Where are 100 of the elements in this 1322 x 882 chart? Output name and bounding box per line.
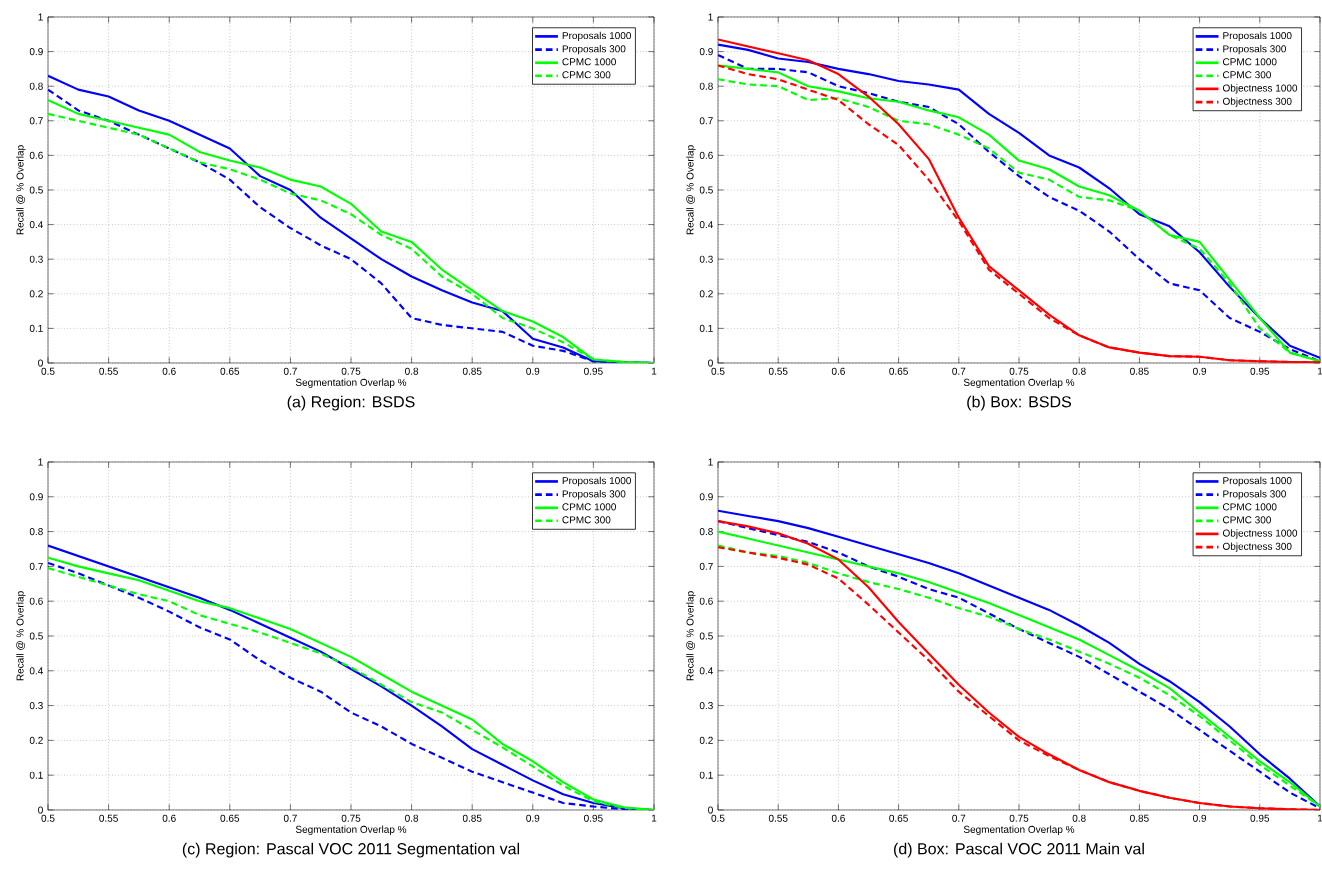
y-tick-label: 0.2 bbox=[29, 736, 43, 744]
text: (d) Box: Pascal VOC 2011 Main val bbox=[894, 842, 1144, 858]
legend-label: CPMC 1000 bbox=[1222, 58, 1277, 66]
y-axis-title: Recall @ % Overlap bbox=[686, 591, 696, 681]
y-tick-label: 0.8 bbox=[699, 82, 713, 90]
y-axis-title: Recall @ % Overlap bbox=[16, 591, 26, 681]
x-tick-label: 0.7 bbox=[952, 367, 966, 375]
y-tick-label: 0.5 bbox=[699, 632, 713, 640]
legend-label: CPMC 300 bbox=[1222, 71, 1271, 79]
x-tick-label: 0.9 bbox=[1193, 367, 1207, 375]
x-tick-label: 0.85 bbox=[462, 367, 482, 375]
y-tick-label: 0.6 bbox=[29, 597, 43, 605]
y-tick-label: 0.2 bbox=[699, 290, 713, 298]
x-tick-label: 0.55 bbox=[99, 367, 118, 375]
x-axis-title: Segmentation Overlap % bbox=[963, 378, 1075, 388]
legend-label: Proposals 1000 bbox=[1223, 31, 1292, 42]
y-tick-label: 0.7 bbox=[29, 117, 43, 125]
x-tick-label: 1 bbox=[1317, 814, 1322, 822]
y-tick-label: 0.3 bbox=[29, 702, 43, 710]
x-tick-label: 0.95 bbox=[1250, 814, 1270, 822]
x-tick-label: 0.7 bbox=[283, 367, 297, 375]
y-tick-label: 0.3 bbox=[699, 702, 713, 710]
y-tick-label: 0 bbox=[38, 359, 43, 367]
y-tick-label: 0.3 bbox=[699, 255, 713, 263]
legend-label: Proposals 300 bbox=[562, 45, 626, 55]
y-tick-label: 0.5 bbox=[699, 186, 713, 194]
x-tick-label: 0.7 bbox=[952, 814, 966, 822]
x-tick-label: 0.6 bbox=[831, 367, 845, 375]
legend-label: Objectness 300 bbox=[1222, 97, 1292, 107]
x-tick-label: 0.55 bbox=[768, 367, 788, 375]
y-tick-label: 0.8 bbox=[29, 528, 43, 536]
y-tick-label: 0.4 bbox=[29, 221, 44, 229]
legend-label: Proposals 1000 bbox=[562, 476, 631, 487]
y-axis-title: Recall @ % Overlap bbox=[686, 145, 696, 235]
y-tick-label: 0.9 bbox=[29, 493, 43, 501]
legend-label: Proposals 300 bbox=[1223, 45, 1287, 55]
x-tick-label: 0.8 bbox=[405, 367, 419, 375]
x-axis-title: Segmentation Overlap % bbox=[295, 825, 407, 835]
x-tick-label: 0.65 bbox=[889, 814, 908, 822]
x-tick-label: 0.75 bbox=[341, 814, 361, 822]
x-tick-label: 0.6 bbox=[162, 367, 176, 375]
y-tick-label: 0 bbox=[38, 806, 43, 814]
x-tick-label: 0.85 bbox=[462, 814, 482, 822]
y-tick-label: 1 bbox=[38, 458, 43, 466]
y-tick-label: 0.7 bbox=[699, 117, 713, 125]
x-tick-label: 0.75 bbox=[1009, 367, 1029, 375]
x-axis-title: Segmentation Overlap % bbox=[963, 825, 1075, 835]
text: (c) Region: Pascal VOC 2011 Segmentation val bbox=[182, 842, 520, 858]
legend-label: Objectness 1000 bbox=[1222, 84, 1298, 94]
legend-label: CPMC 300 bbox=[1222, 516, 1271, 524]
y-tick-label: 0.6 bbox=[699, 597, 713, 605]
x-tick-label: 0.8 bbox=[1072, 814, 1086, 822]
x-tick-label: 0.65 bbox=[889, 367, 908, 375]
legend-label: CPMC 1000 bbox=[562, 503, 616, 511]
x-tick-label: 0.55 bbox=[768, 814, 788, 822]
y-tick-label: 0.8 bbox=[29, 82, 43, 90]
x-tick-label: 0.6 bbox=[162, 814, 176, 822]
x-tick-label: 0.7 bbox=[283, 814, 297, 822]
x-tick-label: 1 bbox=[651, 814, 657, 822]
y-tick-label: 0.4 bbox=[699, 667, 713, 675]
y-tick-label: 0.1 bbox=[699, 771, 713, 779]
x-tick-label: 0.65 bbox=[220, 367, 240, 375]
y-tick-label: 0.1 bbox=[29, 771, 43, 779]
text: (b) Box: BSDS bbox=[967, 395, 1072, 411]
y-tick-label: 0.9 bbox=[29, 48, 43, 56]
y-tick-label: 0.5 bbox=[29, 632, 43, 640]
x-tick-label: 0.6 bbox=[831, 814, 845, 822]
y-tick-label: 0.1 bbox=[699, 324, 713, 332]
y-tick-label: 0.6 bbox=[29, 151, 43, 159]
legend-label: Objectness 300 bbox=[1222, 542, 1292, 552]
y-tick-label: 0.2 bbox=[699, 736, 713, 744]
y-tick-label: 1 bbox=[708, 458, 713, 466]
y-tick-label: 0.8 bbox=[699, 528, 713, 536]
x-tick-label: 0.95 bbox=[584, 367, 603, 375]
y-tick-label: 0 bbox=[708, 806, 713, 814]
x-tick-label: 0.9 bbox=[526, 814, 540, 822]
x-tick-label: 0.8 bbox=[405, 814, 419, 822]
x-tick-label: 1 bbox=[651, 367, 657, 375]
y-tick-label: 0.7 bbox=[699, 562, 713, 570]
x-tick-label: 0.65 bbox=[220, 814, 240, 822]
x-tick-label: 0.9 bbox=[1193, 814, 1207, 822]
x-tick-label: 0.8 bbox=[1072, 367, 1086, 375]
legend-label: Proposals 1000 bbox=[562, 31, 631, 42]
legend-label: Proposals 1000 bbox=[1223, 476, 1292, 487]
x-tick-label: 0.85 bbox=[1130, 367, 1149, 375]
y-tick-label: 0.9 bbox=[699, 48, 713, 56]
y-tick-label: 0.4 bbox=[29, 667, 44, 675]
x-axis-title: Segmentation Overlap % bbox=[295, 378, 407, 388]
x-tick-label: 1 bbox=[1317, 367, 1322, 375]
legend-label: CPMC 1000 bbox=[1222, 503, 1277, 511]
y-axis-title: Recall @ % Overlap bbox=[16, 145, 26, 235]
text: (a) Region: BSDS bbox=[287, 395, 415, 411]
legend-label: Proposals 300 bbox=[562, 490, 626, 500]
y-tick-label: 0.6 bbox=[699, 151, 713, 159]
x-tick-label: 0.85 bbox=[1130, 814, 1149, 822]
y-tick-label: 0.3 bbox=[29, 255, 43, 263]
y-tick-label: 0 bbox=[708, 359, 713, 367]
x-tick-label: 0.95 bbox=[1250, 367, 1270, 375]
y-tick-label: 0.4 bbox=[699, 221, 713, 229]
y-tick-label: 0.7 bbox=[29, 562, 43, 570]
